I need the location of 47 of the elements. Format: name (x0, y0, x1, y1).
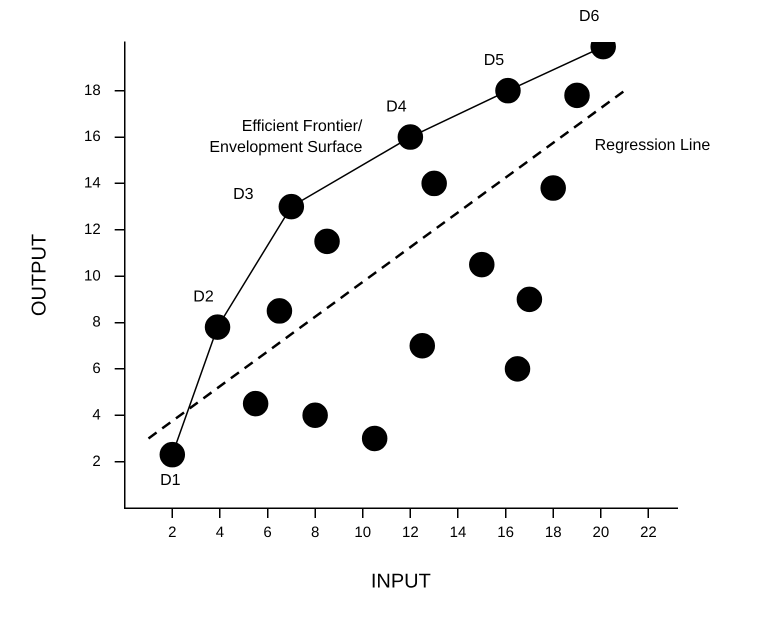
x-tick-label: 6 (263, 524, 272, 542)
series-label: Efficient Frontier/ Envelopment Surface (209, 118, 363, 156)
point (410, 332, 436, 358)
x-tick-label: 20 (592, 524, 610, 542)
point (204, 314, 230, 340)
x-tick-label: 18 (544, 524, 562, 542)
point (302, 402, 328, 428)
x-axis-title: INPUT (370, 570, 431, 593)
point (398, 124, 424, 150)
x-tick-label: 8 (310, 524, 320, 542)
point (160, 442, 186, 468)
point (362, 426, 388, 452)
series-label: Regression Line (594, 137, 710, 154)
x-tick-label: 10 (354, 524, 372, 542)
y-tick-label: 8 (92, 314, 101, 331)
x-tick-label: 14 (450, 524, 466, 542)
y-tick-label: 2 (92, 452, 101, 470)
y-tick-label: 4 (92, 406, 101, 424)
y-tick-label: 18 (84, 82, 101, 99)
point (564, 82, 590, 108)
x-tick-label: 2 (168, 524, 176, 542)
annotation: D2 (193, 288, 214, 306)
point (314, 228, 340, 254)
point (469, 252, 495, 278)
point (242, 390, 268, 416)
annotation: D6 (578, 8, 600, 26)
y-tick-label: 6 (92, 360, 101, 378)
point (421, 170, 447, 196)
point (266, 298, 292, 324)
x-tick-label: 12 (402, 524, 419, 542)
annotation: D1 (160, 472, 181, 490)
point (516, 286, 542, 312)
point (504, 356, 530, 382)
y-tick-label: 16 (84, 128, 101, 146)
x-tick-label: 4 (216, 524, 224, 542)
y-tick-label: 10 (84, 267, 101, 284)
x-tick-label: 22 (640, 524, 657, 542)
annotation: D4 (386, 98, 407, 116)
point (495, 78, 521, 104)
annotation: D3 (233, 186, 254, 204)
y-tick-label: 12 (84, 220, 101, 238)
point (540, 175, 566, 201)
y-tick-label: 14 (84, 174, 101, 192)
x-tick-label: 16 (497, 524, 514, 542)
annotation: D5 (484, 52, 504, 70)
y-axis-title: OUTPUT (28, 234, 51, 316)
point (278, 194, 304, 220)
